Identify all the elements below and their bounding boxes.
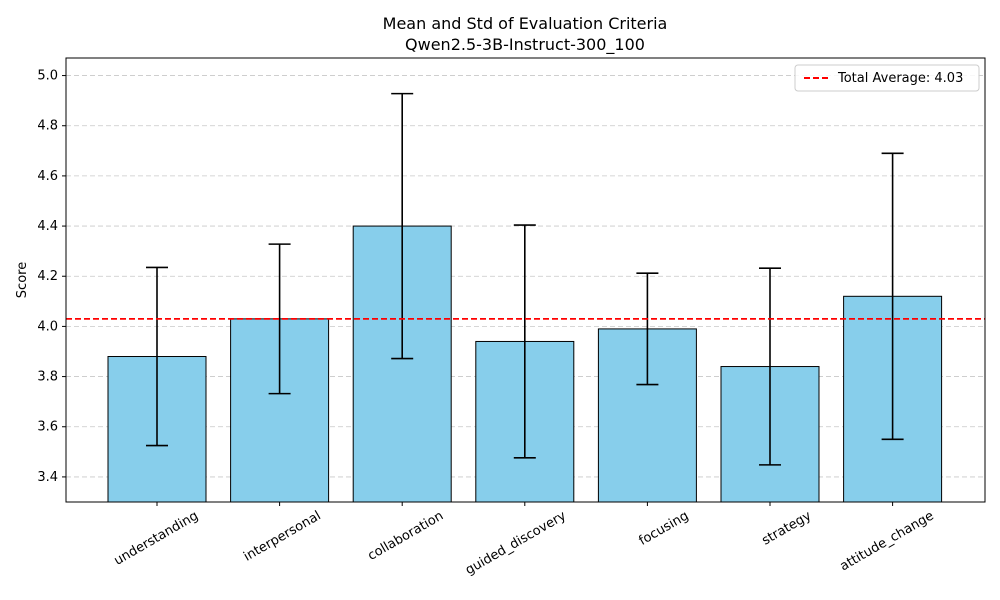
x-tick-label: attitude_change [838, 508, 937, 574]
legend-label: Total Average: 4.03 [837, 71, 963, 86]
y-tick-label: 4.0 [37, 319, 58, 334]
y-tick-label: 4.6 [37, 169, 58, 184]
y-tick-label: 5.0 [37, 69, 58, 84]
x-tick-label: strategy [760, 508, 815, 548]
x-tick-label: understanding [112, 508, 201, 568]
y-tick-label: 4.4 [37, 219, 58, 234]
legend: Total Average: 4.03 [794, 64, 980, 92]
y-tick-label: 3.8 [37, 370, 58, 385]
plot-frame [65, 57, 986, 503]
x-tick-label: collaboration [365, 508, 446, 563]
y-tick-label: 3.4 [37, 470, 58, 485]
x-axis: understanding interpersonal collaboration g… [112, 502, 937, 578]
y-axis: 3.4 3.6 3.8 4.0 4.2 4.4 4.6 4.8 5.0 [37, 69, 66, 485]
error-bars [146, 92, 904, 466]
x-tick-label: guided_discovery [463, 508, 569, 578]
chart-title: Mean and Std of Evaluation Criteria [383, 14, 668, 33]
y-tick-label: 3.6 [37, 420, 58, 435]
legend-box [794, 64, 980, 92]
x-tick-label: interpersonal [241, 508, 323, 564]
x-tick-label: focusing [636, 508, 691, 548]
y-tick-label: 4.2 [37, 269, 58, 284]
chart-subtitle: Qwen2.5-3B-Instruct-300_100 [405, 35, 645, 55]
y-tick-label: 4.8 [37, 119, 58, 134]
y-axis-label: Score [15, 262, 30, 298]
